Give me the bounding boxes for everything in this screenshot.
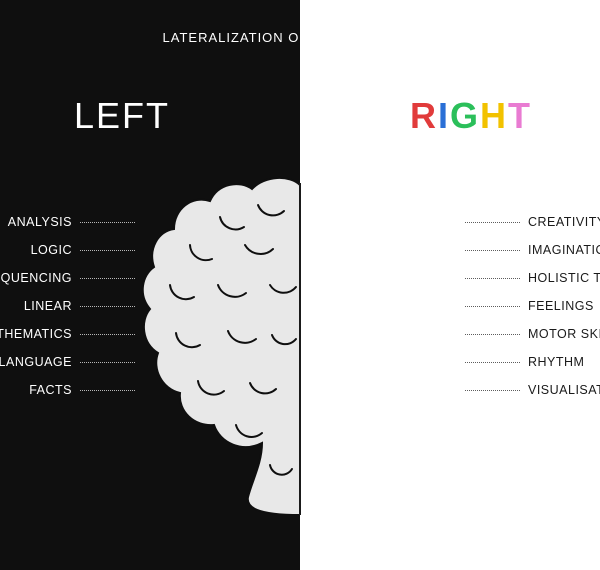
right-function-item: CREATIVITY bbox=[465, 215, 600, 229]
leader-dots bbox=[465, 362, 520, 363]
function-label: MOTOR SKILL bbox=[528, 327, 600, 341]
brain-right-hemisphere bbox=[300, 178, 457, 515]
left-function-item: MATHEMATICS bbox=[0, 327, 135, 341]
brain-left-hemisphere bbox=[143, 178, 300, 515]
function-label: FACTS bbox=[29, 383, 72, 397]
left-function-list: ANALYSIS LOGIC SEQUENCING LINEAR MATHEMATICS… bbox=[0, 215, 135, 397]
function-label: FEELINGS bbox=[528, 299, 594, 313]
leader-dots bbox=[465, 222, 520, 223]
left-hemisphere-label: LEFT bbox=[74, 95, 170, 137]
function-label: HOLISTIC THINKING bbox=[528, 271, 600, 285]
function-label: ANALYSIS bbox=[8, 215, 72, 229]
left-function-item: LANGUAGE bbox=[0, 355, 135, 369]
infographic-canvas: LATERALIZATION OF BRAIN FUNCTION LEFT AN… bbox=[0, 0, 600, 570]
function-label: LOGIC bbox=[31, 243, 72, 257]
leader-dots bbox=[80, 278, 135, 279]
function-label: VISUALISATION bbox=[528, 383, 600, 397]
right-function-item: VISUALISATION bbox=[465, 383, 600, 397]
left-function-item: ANALYSIS bbox=[8, 215, 135, 229]
left-function-item: LOGIC bbox=[31, 243, 135, 257]
main-title: LATERALIZATION OF BRAIN FUNCTION bbox=[0, 30, 600, 45]
leader-dots bbox=[80, 390, 135, 391]
right-function-item: FEELINGS bbox=[465, 299, 594, 313]
function-label: SEQUENCING bbox=[0, 271, 72, 285]
leader-dots bbox=[80, 306, 135, 307]
right-function-item: RHYTHM bbox=[465, 355, 584, 369]
right-function-item: HOLISTIC THINKING bbox=[465, 271, 600, 285]
right-hemisphere-label: RIGHT bbox=[410, 95, 532, 137]
leader-dots bbox=[80, 362, 135, 363]
leader-dots bbox=[465, 334, 520, 335]
right-function-item: IMAGINATION bbox=[465, 243, 600, 257]
leader-dots bbox=[80, 250, 135, 251]
right-function-list: CREATIVITY IMAGINATION HOLISTIC THINKING FE… bbox=[465, 215, 600, 397]
leader-dots bbox=[465, 250, 520, 251]
function-label: LINEAR bbox=[24, 299, 72, 313]
function-label: RHYTHM bbox=[528, 355, 584, 369]
leader-dots bbox=[465, 278, 520, 279]
brain-illustration bbox=[140, 175, 460, 515]
left-function-item: LINEAR bbox=[24, 299, 135, 313]
leader-dots bbox=[80, 334, 135, 335]
function-label: IMAGINATION bbox=[528, 243, 600, 257]
leader-dots bbox=[465, 390, 520, 391]
left-function-item: FACTS bbox=[29, 383, 135, 397]
right-function-item: MOTOR SKILL bbox=[465, 327, 600, 341]
left-function-item: SEQUENCING bbox=[0, 271, 135, 285]
function-label: CREATIVITY bbox=[528, 215, 600, 229]
leader-dots bbox=[80, 222, 135, 223]
function-label: MATHEMATICS bbox=[0, 327, 72, 341]
function-label: LANGUAGE bbox=[0, 355, 72, 369]
leader-dots bbox=[465, 306, 520, 307]
